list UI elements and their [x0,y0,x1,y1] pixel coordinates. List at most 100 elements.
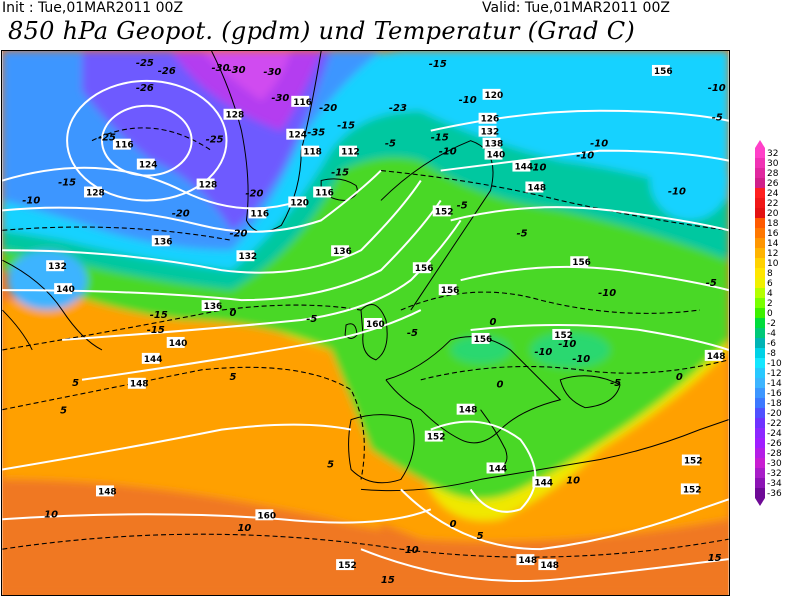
svg-text:-10: -10 [558,339,576,350]
legend-top-arrow [755,140,765,148]
valid-time-label: Valid: Tue,01MAR2011 00Z [482,0,670,16]
svg-text:-5: -5 [706,278,717,289]
legend-value: 10 [767,259,779,269]
svg-text:-30: -30 [212,63,230,74]
legend-swatch [755,178,765,188]
svg-text:-5: -5 [407,328,418,339]
legend-value: -2 [767,319,776,329]
svg-text:-25: -25 [206,135,224,146]
init-time-label: Init : Tue,01MAR2011 00Z [2,0,184,16]
geo-label: 140 [487,151,506,161]
geo-label: 148 [459,406,478,416]
geo-label: 156 [572,258,591,268]
geo-label: 140 [56,285,75,295]
legend-value: 14 [767,239,779,249]
legend-swatch [755,488,765,498]
svg-text:-20: -20 [319,103,337,114]
geo-label: 148 [707,352,726,362]
svg-text:-15: -15 [431,133,449,144]
legend-swatch [755,438,765,448]
svg-text:10: 10 [237,523,251,534]
legend-value: -34 [767,479,782,489]
geo-label: 132 [238,252,257,262]
svg-text:-26: -26 [136,83,154,94]
legend-swatch [755,148,765,158]
svg-text:-5: -5 [712,113,723,124]
geo-label: 160 [257,511,276,521]
legend-value: 28 [767,169,779,179]
svg-text:5: 5 [477,531,484,542]
temperature-color-legend: 32302826242220181614121086420-2-4-6-8-10… [755,140,782,506]
legend-swatch [755,278,765,288]
geopotential-value-labels: 116 116 118 112 124 128 124 128 128 116 … [46,64,726,571]
legend-swatch [755,458,765,468]
legend-swatch [755,248,765,258]
legend-swatch [755,238,765,248]
svg-text:0: 0 [676,372,683,383]
svg-text:-10: -10 [528,163,546,174]
svg-text:-30: -30 [271,93,289,104]
legend-swatch [755,388,765,398]
legend-swatch [755,168,765,178]
svg-text:-10: -10 [708,83,726,94]
legend-value: -10 [767,359,782,369]
geo-label: 136 [204,302,223,312]
svg-text:-25: -25 [98,133,116,144]
legend-value: -12 [767,369,782,379]
svg-text:-20: -20 [245,188,263,199]
svg-text:-5: -5 [306,314,317,325]
svg-text:-15: -15 [150,310,168,321]
legend-value: -8 [767,349,776,359]
legend-value: 32 [767,149,778,159]
svg-text:-15: -15 [337,121,355,132]
legend-color-bars [755,140,765,506]
legend-swatch [755,328,765,338]
legend-swatch [755,308,765,318]
svg-text:-10: -10 [534,347,552,358]
legend-swatch [755,428,765,438]
geo-label: 116 [250,209,269,219]
temperature-field [2,51,729,595]
geo-label: 148 [540,561,559,571]
svg-text:-5: -5 [610,378,621,389]
legend-value: -16 [767,389,782,399]
legend-value: -26 [767,439,782,449]
legend-swatch [755,478,765,488]
legend-swatch [755,408,765,418]
legend-value: 24 [767,189,779,199]
geo-label: 148 [527,183,546,193]
svg-text:10: 10 [44,509,58,520]
geo-label: 144 [489,464,508,474]
geo-label: 148 [98,487,117,497]
legend-swatch [755,448,765,458]
legend-value: -20 [767,409,782,419]
svg-text:15: 15 [708,553,722,564]
legend-value: 2 [767,299,773,309]
svg-text:-10: -10 [439,147,457,158]
legend-value: 4 [767,289,773,299]
geo-label: 152 [683,485,702,495]
svg-text:-15: -15 [331,168,349,179]
legend-value: -36 [767,489,782,499]
svg-text:-10: -10 [598,288,616,299]
geo-label: 156 [441,286,460,296]
svg-text:5: 5 [327,459,334,470]
geo-label: 136 [154,237,173,247]
svg-text:-10: -10 [576,151,594,162]
legend-value: 0 [767,309,773,319]
geo-label: 128 [226,111,245,121]
legend-value: -6 [767,339,776,349]
legend-value: 30 [767,159,779,169]
legend-swatch [755,298,765,308]
svg-text:-15: -15 [58,178,76,189]
geo-label: 152 [684,456,703,466]
svg-text:5: 5 [60,406,67,417]
geo-label: 148 [130,380,149,390]
geo-label: 126 [481,115,500,125]
geo-label: 140 [169,339,188,349]
geo-label: 132 [481,128,500,138]
legend-value: 20 [767,209,779,219]
legend-swatch [755,338,765,348]
geo-label: 120 [290,198,309,208]
legend-swatch [755,158,765,168]
